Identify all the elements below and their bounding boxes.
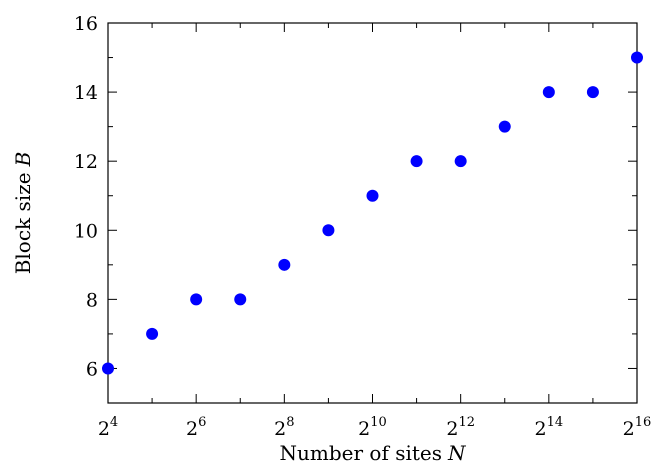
y-tick-label: 6 xyxy=(86,358,98,380)
x-tick-label: 214 xyxy=(535,415,564,440)
data-point xyxy=(498,120,511,133)
x-tick-label: 26 xyxy=(186,415,206,440)
x-axis-label: Number of sites N xyxy=(280,441,468,464)
data-point xyxy=(586,86,599,99)
y-axis-label: Block size B xyxy=(11,152,35,275)
y-tick-label: 14 xyxy=(74,82,98,104)
data-point xyxy=(631,51,643,64)
y-tick-label: 8 xyxy=(86,289,98,311)
x-axis-label-text: Number of sites xyxy=(280,441,443,464)
data-point xyxy=(190,293,203,306)
data-point xyxy=(102,362,114,375)
data-point xyxy=(322,224,335,237)
data-point xyxy=(146,327,159,340)
x-tick-label: 210 xyxy=(358,415,387,440)
x-tick-label: 212 xyxy=(446,415,475,440)
y-tick-label: 10 xyxy=(74,220,98,242)
data-point xyxy=(278,258,291,271)
axes xyxy=(107,22,638,404)
x-tick-label: 216 xyxy=(623,415,652,440)
data-point xyxy=(234,293,247,306)
plot-frame xyxy=(107,22,638,404)
y-tick-label: 12 xyxy=(74,151,98,173)
data-point xyxy=(410,155,423,168)
data-points xyxy=(102,51,643,375)
ticks: 6 8 10 12 14 16 24 26 28 210 212 214 216 xyxy=(74,13,652,440)
data-point xyxy=(542,86,555,99)
y-axis-label-text: Block size xyxy=(11,172,35,274)
data-point xyxy=(454,155,467,168)
x-axis-label-var: N xyxy=(447,441,467,464)
x-tick-label: 28 xyxy=(274,415,294,440)
x-tick-label: 24 xyxy=(98,415,118,440)
y-axis-label-var: B xyxy=(11,152,35,168)
y-tick-label: 16 xyxy=(74,13,98,35)
data-point xyxy=(366,189,379,202)
